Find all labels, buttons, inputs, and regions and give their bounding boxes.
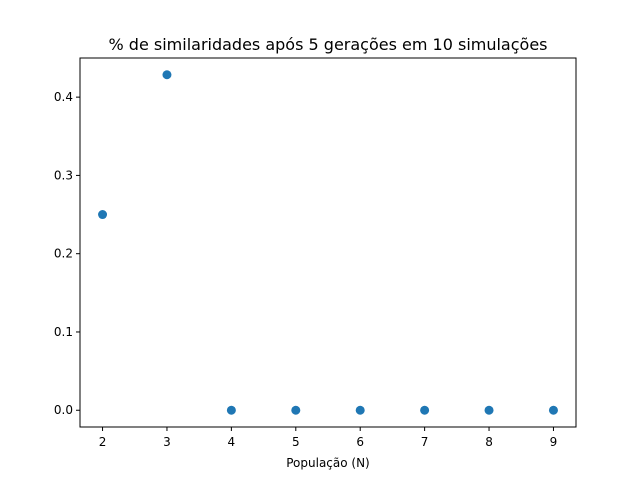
x-tick-label: 8: [485, 435, 493, 449]
data-point: [226, 405, 236, 415]
data-point: [355, 405, 365, 415]
data-point: [548, 405, 558, 415]
data-point: [291, 405, 301, 415]
y-tick-label: 0.2: [54, 247, 73, 261]
y-tick-label: 0.0: [54, 403, 73, 417]
x-tick-label: 2: [99, 435, 107, 449]
plot-area: [79, 57, 577, 428]
y-tick-label: 0.4: [54, 90, 73, 104]
chart-title: % de similaridades após 5 gerações em 10…: [109, 35, 548, 54]
y-axis: 0.0 0.1 0.2 0.3 0.4: [54, 90, 80, 417]
x-axis-label: População (N): [286, 456, 370, 470]
x-tick-label: 7: [421, 435, 429, 449]
data-point: [484, 405, 494, 415]
x-tick-label: 4: [228, 435, 236, 449]
x-tick-label: 5: [292, 435, 300, 449]
x-axis: 2 3 4 5 6 7 8 9: [99, 427, 558, 449]
data-point: [162, 70, 172, 80]
data-point: [98, 210, 108, 220]
x-tick-label: 3: [163, 435, 171, 449]
y-tick-label: 0.1: [54, 325, 73, 339]
x-tick-label: 6: [356, 435, 364, 449]
x-tick-label: 9: [550, 435, 558, 449]
data-point: [420, 405, 430, 415]
y-tick-label: 0.3: [54, 168, 73, 182]
data-points: [98, 70, 558, 415]
